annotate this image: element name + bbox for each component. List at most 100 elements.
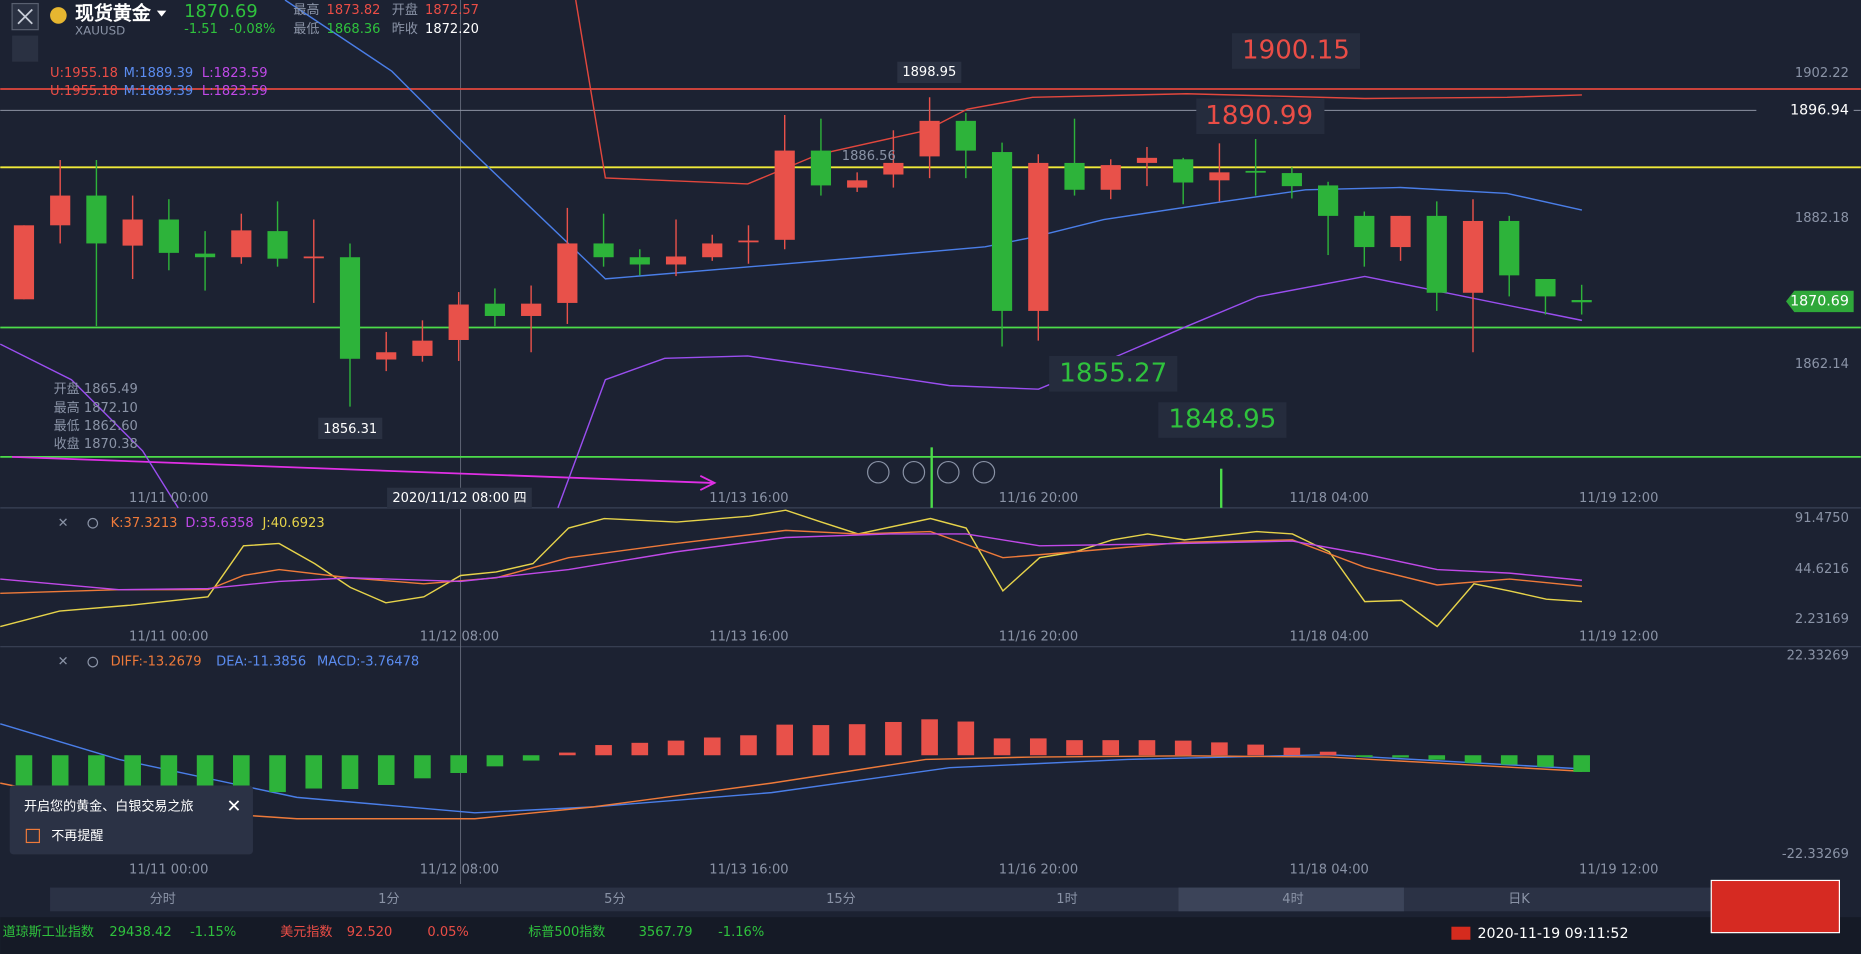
tab[interactable]: 1分 [378,892,399,907]
macd-bar [667,740,685,756]
macd-bar [1066,740,1083,756]
last-marker [1786,290,1854,313]
candle-body [883,162,904,175]
zoom-controls[interactable] [867,460,996,484]
price-tick: 1882.18 [1795,211,1849,226]
macd-bar [88,755,105,787]
macd-bar [377,755,395,785]
macd-bar [1573,755,1590,772]
level-label: 1900.15 [1242,36,1350,66]
close-panel[interactable]: ✕ [58,655,69,670]
settings[interactable] [87,656,99,668]
annotation-box [1158,402,1287,438]
macd-bar [740,735,757,756]
time-label: 11/13 16:00 [709,630,788,645]
candle-body [521,303,542,316]
instrument-code: XAUUSD [75,23,125,37]
macd-bar [812,725,830,756]
macd-bar [51,755,69,787]
popup-close[interactable]: ✕ [227,796,242,817]
candle-body [629,257,650,265]
candle-body [339,257,361,359]
kdj-j: J:40.6923 [261,516,324,531]
instrument-name[interactable]: 现货黄金 [75,2,152,25]
candle-body [991,152,1013,311]
macd-bar [450,755,467,773]
level-label: 1848.95 [1168,405,1276,435]
tab[interactable]: 15分 [826,892,856,907]
macd-bar [631,742,649,756]
last-price: 1870.69 [1790,293,1849,309]
tab[interactable]: 日K [1508,892,1530,907]
macd-bar [1537,755,1554,767]
kdj-k: K:37.3213 [111,516,178,531]
checkbox[interactable] [25,828,40,844]
draw-tool[interactable] [12,35,39,62]
tab[interactable]: 分时 [150,892,176,907]
macd-bar [124,755,141,787]
price: 1870.69 [184,1,258,22]
macd-bar [1356,755,1373,758]
candle-body [86,195,107,244]
level-label: 1890.99 [1205,101,1313,131]
candle-body [665,256,687,265]
macd-bar [1174,740,1192,756]
close-panel[interactable]: ✕ [58,516,69,531]
candle-body [448,304,469,340]
macd-bar [921,719,938,756]
macd-bar [305,755,323,789]
macd-macd: MACD:-3.76478 [317,655,419,670]
level-tag: 1886.56 [842,149,896,164]
tab-bar [50,887,1712,912]
level-label: 1855.27 [1059,358,1167,388]
macd-bar [559,752,576,756]
tab[interactable]: 5分 [604,892,625,907]
candle-body [122,219,143,246]
macd-bar [1211,742,1228,756]
candle-body [1354,215,1375,248]
index-name: 道琼斯工业指数 [3,925,94,940]
macd-bar [486,755,504,767]
macd-bar [595,745,612,756]
boll-l: L:1823.59 [202,84,268,99]
stat-value: 1868.36 [327,22,381,37]
candle-body [955,120,976,151]
price-tick: 1862.14 [1795,357,1849,372]
candle-body [303,256,324,259]
annotation-box [1196,98,1325,135]
macd-dea: DEA:-11.3856 [216,655,306,670]
stat-label: 开盘 [392,2,418,18]
alert-marker[interactable] [1756,99,1854,122]
time-label: 11/19 12:00 [1579,491,1658,506]
settings[interactable] [87,517,99,529]
close-icon [17,8,33,25]
time-label: 11/19 12:00 [1579,862,1658,877]
candle-body [412,340,433,356]
candle-body [50,195,71,226]
macd-bar [885,721,902,756]
bubble [318,417,383,440]
boll-l: L:1823.59 [202,66,268,81]
hover-ohlc: 开盘 1865.49 最高 1872.10 最低 1862.60 收盘 1870… [54,381,138,452]
bubble [897,61,962,84]
time-label: 11/11 00:00 [129,630,208,645]
stat-value: 1873.82 [327,3,381,18]
macd-bar [1392,755,1409,758]
time-label: 11/11 00:00 [129,862,208,877]
macd-bar [1102,740,1120,756]
kdj-d: D:35.6358 [185,516,253,531]
macd-tick: 22.33269 [1787,649,1849,664]
macd-bar [957,721,975,756]
tab[interactable]: 4时 [1282,892,1303,907]
tab[interactable]: 1时 [1056,892,1077,907]
index-name: 标普500指数 [528,925,605,940]
popup [9,785,253,855]
macd-diff: DIFF:-13.2679 [111,655,202,670]
logo [1710,879,1841,934]
dropdown[interactable] [156,10,167,17]
candle-body [231,230,252,258]
datetime: 2020-11-19 09:11:52 [1478,926,1629,942]
ohlc: 开盘 1865.49 [54,381,138,397]
candle-body [267,231,288,259]
macd-bar [341,755,359,789]
